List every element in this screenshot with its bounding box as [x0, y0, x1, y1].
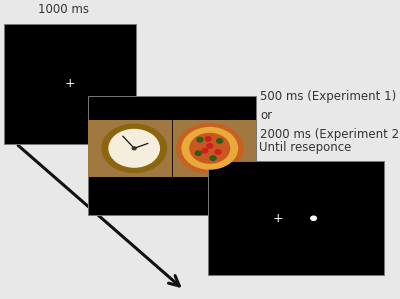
Circle shape — [205, 137, 211, 141]
Text: 500 ms (Experiment 1)
or
2000 ms (Experiment 2): 500 ms (Experiment 1) or 2000 ms (Experi… — [260, 90, 400, 141]
Circle shape — [210, 156, 216, 160]
Circle shape — [207, 144, 213, 148]
Circle shape — [190, 133, 230, 163]
Circle shape — [311, 216, 316, 220]
Bar — [208, 161, 384, 275]
Circle shape — [109, 129, 159, 167]
Text: 1000 ms: 1000 ms — [38, 4, 89, 16]
Circle shape — [197, 138, 203, 142]
Text: +: + — [65, 77, 75, 90]
Circle shape — [195, 151, 201, 155]
Circle shape — [217, 139, 223, 143]
Bar — [88, 120, 256, 177]
Bar — [88, 96, 256, 215]
Circle shape — [215, 150, 221, 154]
Circle shape — [202, 149, 208, 153]
Circle shape — [132, 147, 136, 150]
Bar — [4, 24, 136, 144]
Text: +: + — [273, 212, 284, 225]
Circle shape — [102, 124, 166, 173]
Text: Until reseponce: Until reseponce — [259, 141, 351, 154]
Circle shape — [177, 123, 243, 173]
Circle shape — [182, 128, 238, 169]
